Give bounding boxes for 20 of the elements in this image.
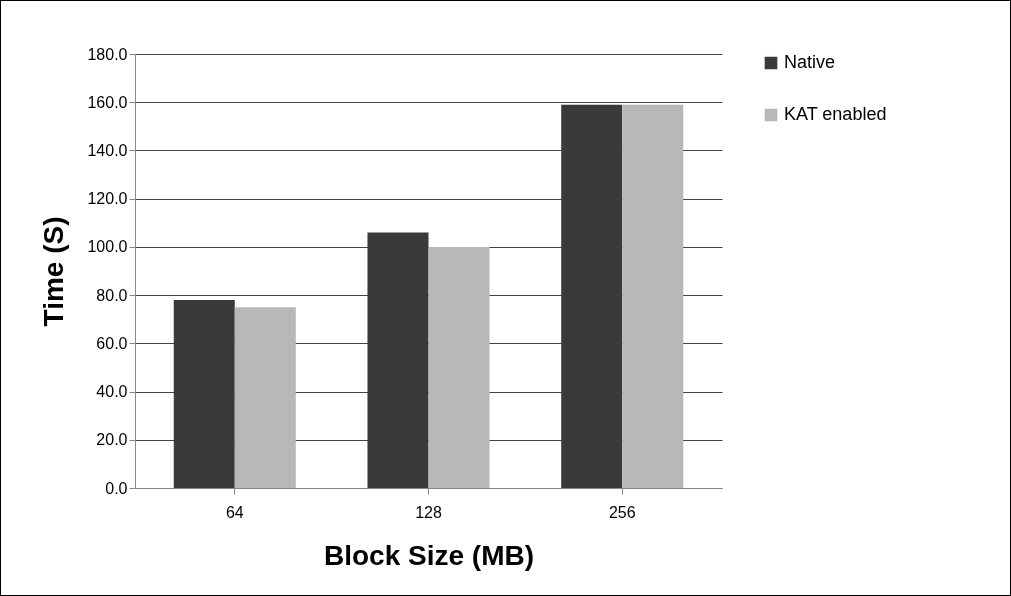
y-tick-label: 100.0 [87, 238, 128, 256]
x-axis-title: Block Size (MB) [323, 539, 535, 571]
bar [428, 246, 490, 488]
y-tick-label: 60.0 [96, 334, 128, 352]
bar [622, 104, 684, 488]
y-tick-label: 40.0 [96, 383, 128, 401]
x-tick-label: 256 [608, 503, 636, 521]
bar [234, 307, 296, 488]
y-tick-label: 20.0 [96, 431, 128, 449]
legend-label: KAT enabled [784, 104, 887, 124]
x-tick-label: 128 [415, 503, 442, 521]
x-tick-label: 64 [225, 503, 244, 521]
y-tick-label: 140.0 [87, 141, 128, 159]
legend-label: Native [784, 52, 836, 72]
y-axis-title: Time (S) [38, 216, 70, 327]
y-tick-label: 180.0 [87, 45, 128, 63]
y-tick-label: 80.0 [96, 286, 128, 304]
y-tick-label: 120.0 [87, 190, 128, 208]
y-tick-label: 160.0 [87, 93, 128, 111]
y-tick-label: 0.0 [105, 479, 128, 497]
